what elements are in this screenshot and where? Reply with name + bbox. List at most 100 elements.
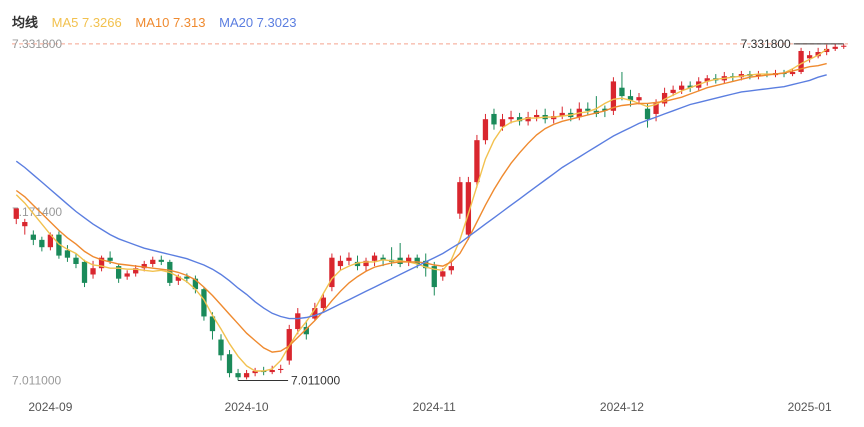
candle-up [661,92,668,104]
candle-up [559,112,565,117]
candle-down [192,278,199,290]
legend: 均线 MA5 7.3266 MA10 7.313 MA20 7.3023 [12,12,306,31]
ma-lines [15,48,828,372]
candle-down [491,113,497,125]
y-axis-labels: 7.331800 7.171400 7.011000 [12,37,62,388]
candle-down [39,239,45,248]
x-tick-label: 2024-09 [28,400,72,414]
candle-up [832,46,838,49]
candle-up [525,117,531,122]
candle-down [431,266,437,288]
candle-down [380,257,386,260]
extreme-markers: 7.331800 7.011000 [238,37,844,387]
candle-up [499,119,506,127]
candle-down [414,257,420,264]
candle-up [457,182,463,214]
candle-up [679,85,685,90]
candle-down [115,266,122,279]
candle-up [406,257,412,262]
candle-up [465,182,472,235]
candle-down [64,250,71,258]
candle-up [371,255,378,261]
candle-up [278,368,284,370]
candle-up [841,45,847,47]
ma10-line [15,62,827,353]
candle-down [235,373,241,378]
candle-down [30,234,36,240]
candle-down [687,85,693,88]
candle-up [269,369,275,373]
legend-ma20: MA20 7.3023 [219,15,297,30]
candle-down [423,260,429,269]
candle-up [90,268,96,275]
candle-up [636,97,642,101]
y-tick-label: 7.171400 [12,205,62,219]
candle-up [47,234,54,248]
ma20-line [15,74,827,320]
candle-up [789,71,796,75]
x-tick-label: 2024-11 [413,400,456,414]
candle-up [175,276,181,281]
candle-down [585,108,591,111]
candle-up [653,103,659,114]
candle-down [107,257,113,261]
candle-up [806,55,813,59]
candle-down [516,117,523,122]
x-axis-labels: 2024-09 2024-10 2024-11 2024-12 2025-01 [28,400,832,414]
candle-up [98,257,105,269]
candle-up [133,268,139,274]
min-marker-label: 7.011000 [291,373,340,387]
candle-down [619,87,625,97]
candle-down [81,261,88,283]
candle-up [798,50,804,72]
legend-title: 均线 [12,15,39,30]
y-tick-label: 7.331800 [12,37,62,51]
candle-up [124,273,130,277]
x-tick-label: 2024-12 [600,400,644,414]
y-tick-label: 7.011000 [12,373,61,387]
candle-down [158,259,164,262]
candle-up [815,52,821,57]
candle-up [295,313,301,330]
candle-up [346,257,352,261]
candle-up [474,140,480,183]
candle-down [303,326,309,335]
candle-down [627,96,634,101]
candle-up [320,297,327,309]
candle-up [448,266,454,271]
candle-up [22,222,28,227]
max-marker-label: 7.331800 [741,37,791,51]
x-tick-label: 2024-10 [225,400,269,414]
candle-up [508,117,514,120]
legend-ma5: MA5 7.3266 [51,15,122,30]
candle-up [141,263,147,269]
candle-down [201,289,207,317]
legend-ma10: MA10 7.313 [135,15,206,30]
candle-up [243,373,250,378]
candle-down [56,234,62,256]
candle-down [354,261,361,267]
candle-up [704,78,710,82]
candle-down [73,257,79,264]
candle-up [329,257,335,288]
candle-down [218,339,224,356]
candles [13,43,847,381]
candle-down [602,108,608,111]
candle-down [209,316,216,332]
candle-up [440,271,446,277]
candle-up [363,260,369,267]
candle-up [150,259,156,264]
candle-up [755,74,762,77]
candle-down [184,276,190,279]
ma5-line [15,48,828,372]
candle-up [824,48,830,53]
candle-up [252,371,258,374]
candle-up [13,208,19,219]
candle-up [670,89,676,93]
candle-up [312,308,318,319]
candle-up [337,260,344,267]
x-tick-label: 2025-01 [788,400,832,414]
candle-up [533,114,540,118]
candle-down [226,354,233,374]
